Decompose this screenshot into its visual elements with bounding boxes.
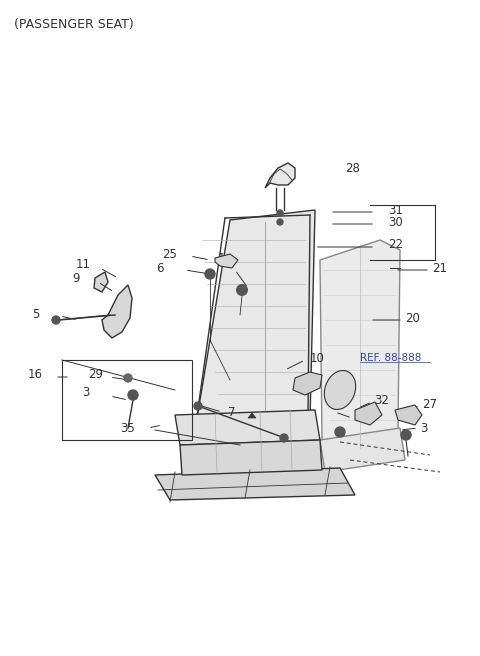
Text: 31: 31 <box>388 203 403 216</box>
Circle shape <box>401 430 411 440</box>
Text: 27: 27 <box>422 398 437 411</box>
Text: 3: 3 <box>82 386 89 398</box>
Text: 6: 6 <box>156 262 164 274</box>
Polygon shape <box>195 210 315 450</box>
Text: 10: 10 <box>310 352 325 365</box>
Polygon shape <box>248 413 256 418</box>
Text: 5: 5 <box>32 308 39 321</box>
Polygon shape <box>355 402 382 425</box>
Polygon shape <box>265 163 295 188</box>
Circle shape <box>194 402 202 410</box>
Text: 25: 25 <box>162 247 177 260</box>
Polygon shape <box>175 410 320 445</box>
Text: 28: 28 <box>345 161 360 174</box>
Text: 30: 30 <box>388 216 403 228</box>
Circle shape <box>277 210 283 216</box>
Circle shape <box>280 434 288 442</box>
Text: 20: 20 <box>405 312 420 325</box>
Circle shape <box>52 316 60 324</box>
Text: 35: 35 <box>120 422 135 434</box>
Polygon shape <box>94 272 108 292</box>
Circle shape <box>205 269 215 279</box>
Text: 22: 22 <box>388 239 403 251</box>
Text: (PASSENGER SEAT): (PASSENGER SEAT) <box>14 18 134 31</box>
Polygon shape <box>102 285 132 338</box>
Text: 21: 21 <box>432 262 447 274</box>
Polygon shape <box>395 405 422 425</box>
Polygon shape <box>293 372 322 395</box>
Text: 11: 11 <box>76 258 91 270</box>
Ellipse shape <box>324 371 356 409</box>
Circle shape <box>236 284 248 296</box>
Text: 16: 16 <box>28 369 43 382</box>
Text: 32: 32 <box>374 394 389 407</box>
Text: REF. 88-888: REF. 88-888 <box>360 353 421 363</box>
Text: 29: 29 <box>88 369 103 382</box>
Text: 1: 1 <box>218 251 226 264</box>
Circle shape <box>335 427 345 437</box>
Bar <box>62 360 192 440</box>
Circle shape <box>124 374 132 382</box>
Circle shape <box>277 219 283 225</box>
Polygon shape <box>180 440 322 475</box>
Polygon shape <box>155 468 355 500</box>
Polygon shape <box>320 428 405 472</box>
Text: 7: 7 <box>228 405 236 419</box>
Text: 9: 9 <box>72 272 80 285</box>
Polygon shape <box>320 240 400 450</box>
Text: 3: 3 <box>420 422 427 434</box>
Text: 4: 4 <box>355 411 362 424</box>
Circle shape <box>128 390 138 400</box>
Polygon shape <box>215 254 238 268</box>
